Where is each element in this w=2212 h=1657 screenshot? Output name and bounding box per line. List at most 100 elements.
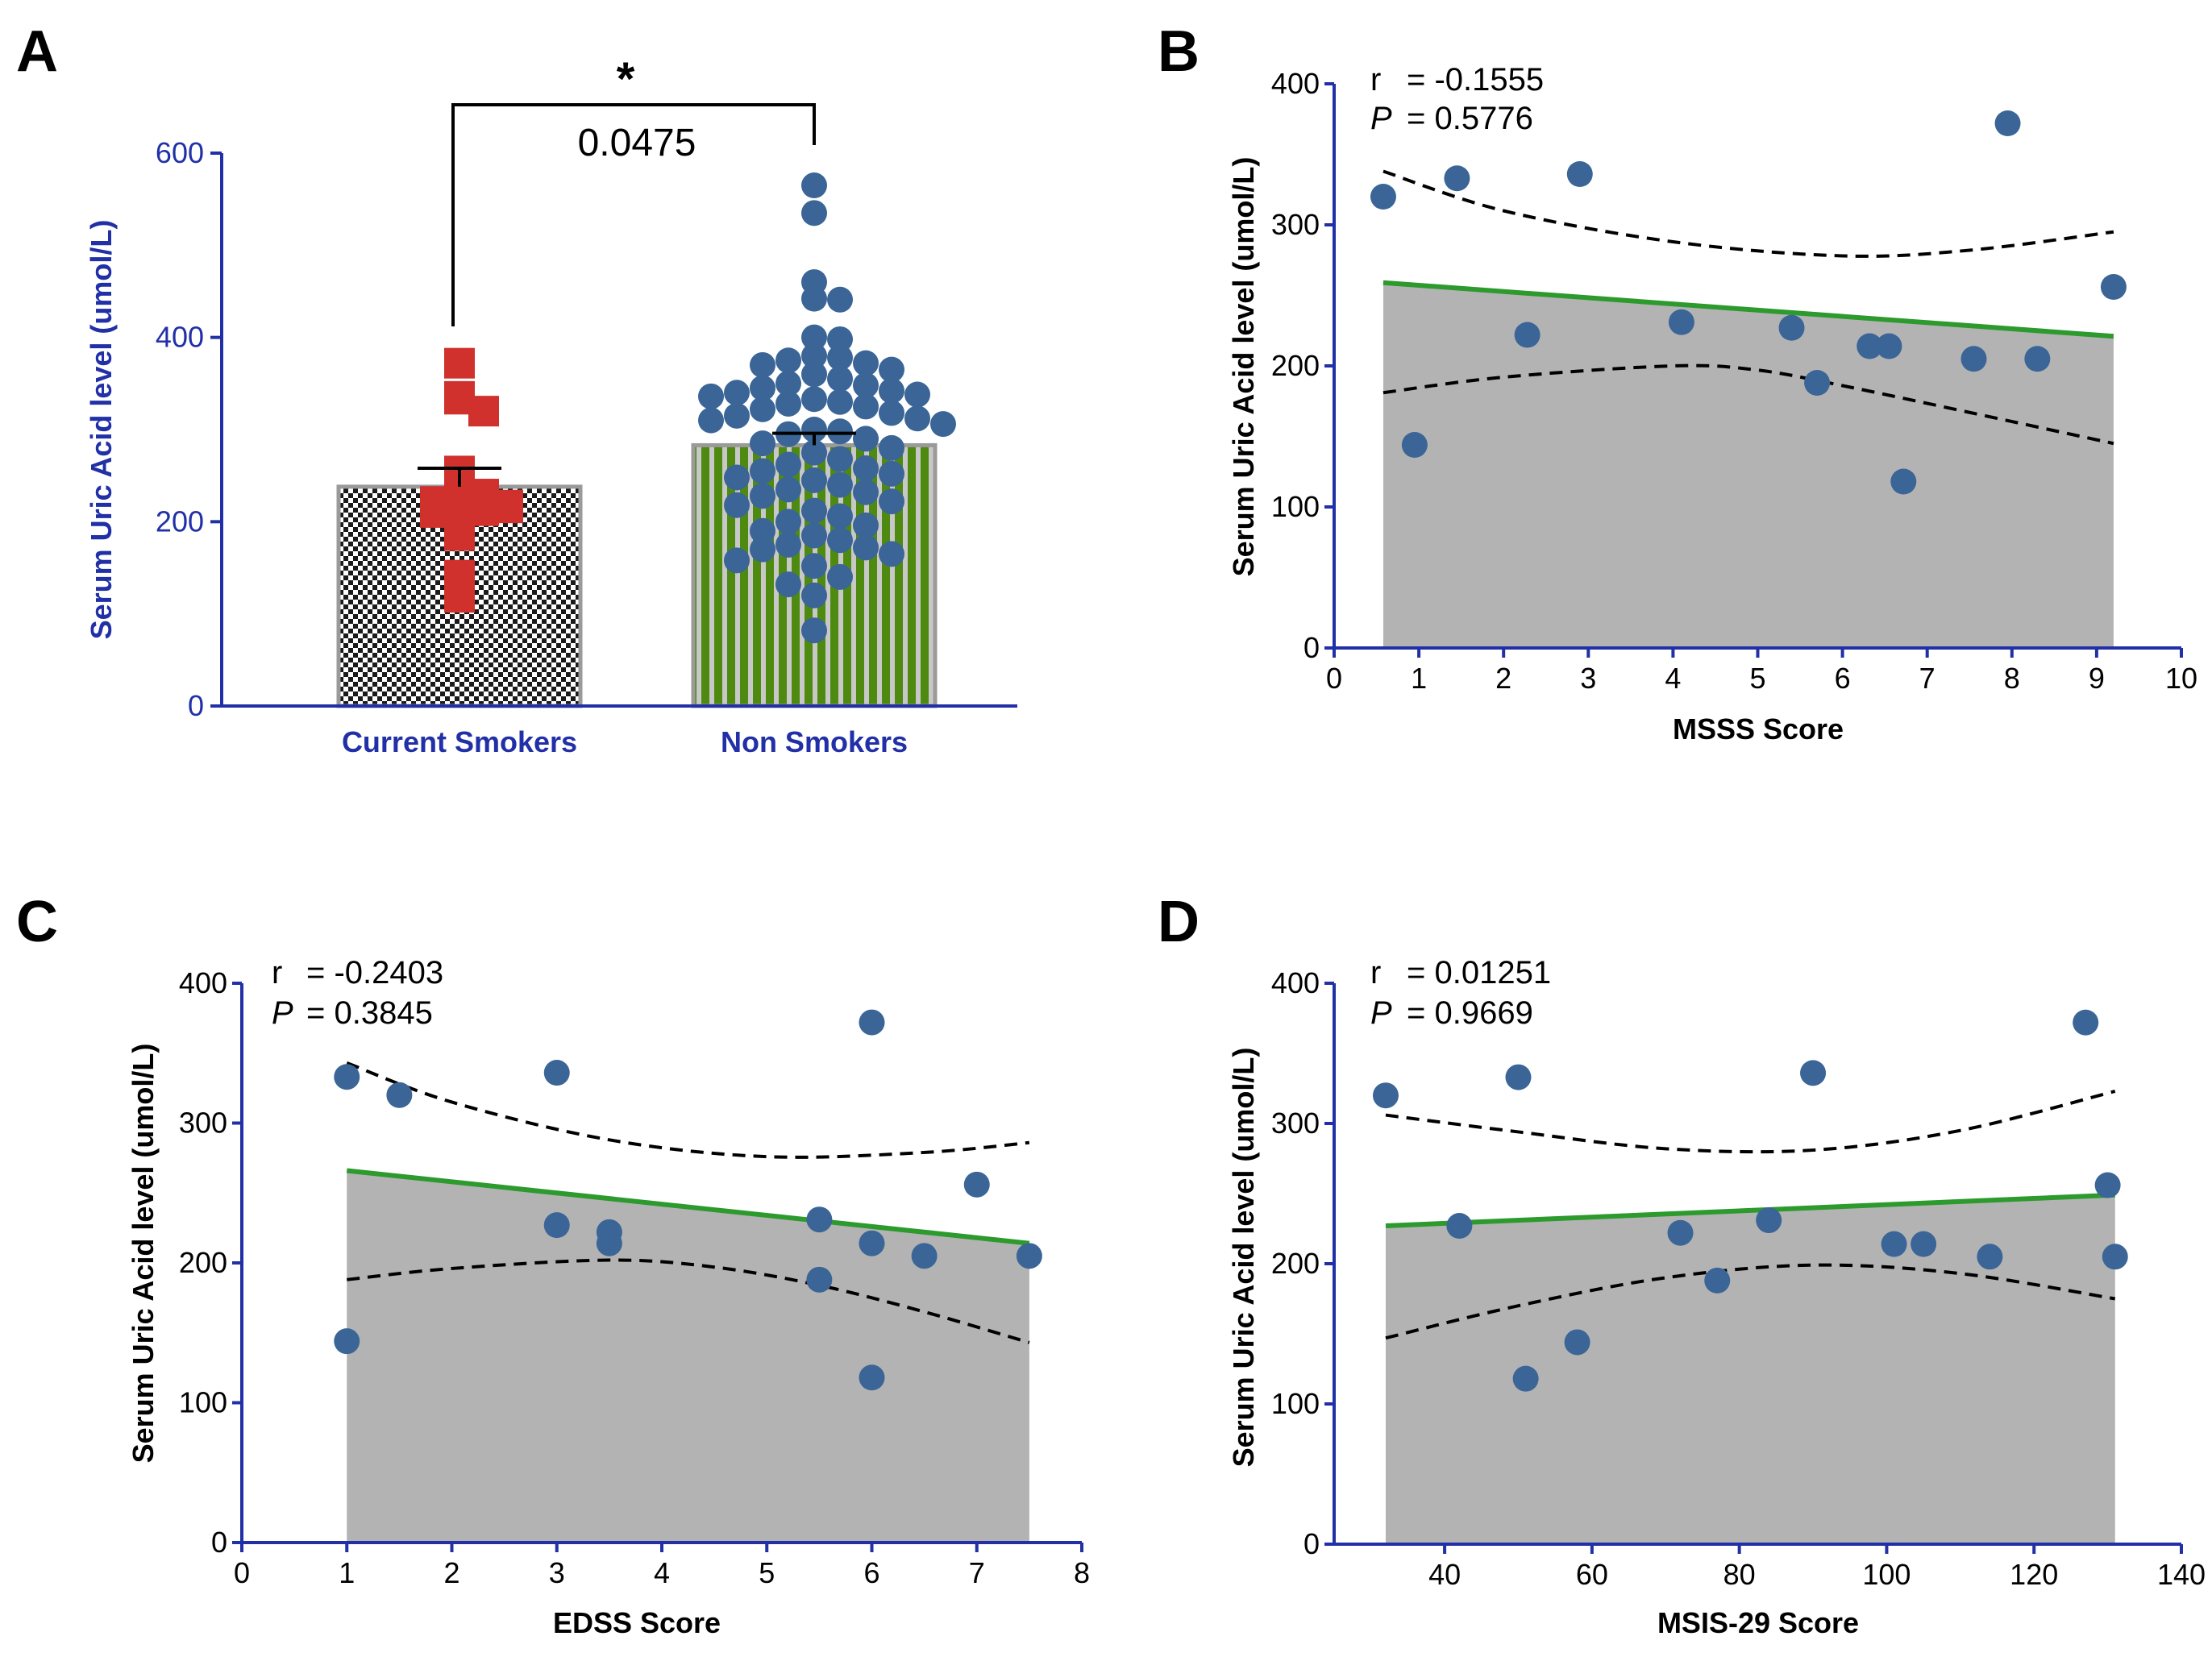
x-tick-label: 100 [1862,1558,1911,1591]
panel-d: D MSIS-29 Score Serum Uric Acid level (u… [1158,890,2206,1639]
stats-box: r = -0.2403 P = 0.3845 [272,955,443,1031]
stats-box: r = -0.1555 P = 0.5776 [1370,62,1544,136]
data-point [801,497,827,524]
data-point [1911,1231,1937,1257]
data-point [827,446,853,472]
ci-upper-line [1385,1090,2116,1154]
x-axis-title: EDSS Score [553,1606,721,1639]
data-point [853,372,879,399]
x-tick-label: 7 [1919,662,1936,695]
data-point [879,434,904,461]
x-tick-label: 60 [1576,1558,1608,1591]
data-point [1994,110,2021,136]
data-point [853,455,879,482]
data-point [853,350,879,376]
data-point [859,1230,885,1256]
data-point [827,418,853,445]
data-point [543,1212,570,1239]
x-tick-label: 6 [1835,662,1851,695]
data-point [911,1243,938,1269]
data-point [1804,370,1831,396]
x-tick-label: 2 [443,1556,459,1589]
data-point [1876,333,1902,359]
data-point [853,534,879,561]
data-point [1566,161,1593,187]
regression-line [346,1168,1030,1246]
data-point [827,471,853,498]
data-point [444,582,475,613]
x-tick-label: 10 [2165,662,2197,695]
regression-line [1382,280,2114,339]
r-label: r [272,955,282,990]
data-point [1960,346,1987,372]
x-tick-label: 4 [1665,662,1681,695]
p-label: P [272,995,293,1031]
data-point [775,347,801,374]
y-tick-label: 600 [156,136,204,169]
data-point [444,380,475,412]
data-point [904,405,930,432]
y-tick-label: 200 [156,505,204,538]
y-axis-title: Serum Uric Acid level (umol/L) [127,1044,160,1464]
data-point [2100,274,2127,300]
significance-marker: * [617,53,635,106]
scatter-points [420,172,956,644]
data-point [698,407,724,434]
data-point [879,400,904,426]
ci-lower-line [1382,363,2114,446]
data-point [879,488,904,515]
data-point [1401,432,1428,458]
r-value: = -0.2403 [306,955,443,990]
x-tick-label: 7 [969,1556,985,1589]
data-point [853,512,879,538]
data-point [1881,1231,1907,1257]
data-point [750,396,775,422]
stats-box: r = 0.01251 P = 0.9669 [1370,955,1551,1031]
data-point [334,1328,360,1355]
data-point [1778,314,1805,341]
x-tick-label: 40 [1428,1558,1461,1591]
x-axis-title: MSIS-29 Score [1657,1606,1859,1639]
data-point [801,439,827,466]
ci-upper-line [346,1061,1030,1159]
data-point [801,522,827,549]
x-tick-label: 3 [549,1556,565,1589]
data-point [801,386,827,413]
p-value: = 0.3845 [306,995,433,1031]
y-tick-label: 0 [1304,631,1320,664]
data-point [801,324,827,351]
data-point [1856,333,1883,359]
data-point [1800,1060,1827,1086]
data-point [1016,1243,1042,1269]
panel-a: A 0 200 400 600 Current Smokers Non Smokers… [16,19,1017,758]
ci-lower-line [1385,1263,2116,1340]
data-point [827,527,853,554]
data-point [444,347,475,379]
p-value: = 0.9669 [1407,995,1533,1031]
data-point [1370,184,1396,210]
x-tick-label: 8 [1074,1556,1090,1589]
panel-b: B MSSS Score Serum Uric Acid level (umol… [1158,19,2197,745]
y-tick-label: 100 [1271,490,1320,523]
data-point [2073,1009,2099,1036]
data-point [879,460,904,487]
data-point [827,344,853,371]
data-point [853,426,879,452]
data-point [750,430,775,457]
data-point [801,361,827,388]
data-point [1512,1365,1539,1392]
data-point [596,1230,622,1256]
data-point [801,417,827,442]
y-tick-label: 0 [1304,1527,1320,1560]
r-label: r [1370,955,1381,990]
data-point [801,582,827,608]
x-tick-label: 0 [1326,662,1342,695]
x-tick-label: 1 [1411,662,1427,695]
data-point [750,536,775,563]
x-tick-label: 5 [759,1556,775,1589]
data-point [801,200,827,226]
significance-bracket [451,103,816,326]
ci-upper-line [1382,169,2114,258]
x-tick-label: 6 [863,1556,879,1589]
